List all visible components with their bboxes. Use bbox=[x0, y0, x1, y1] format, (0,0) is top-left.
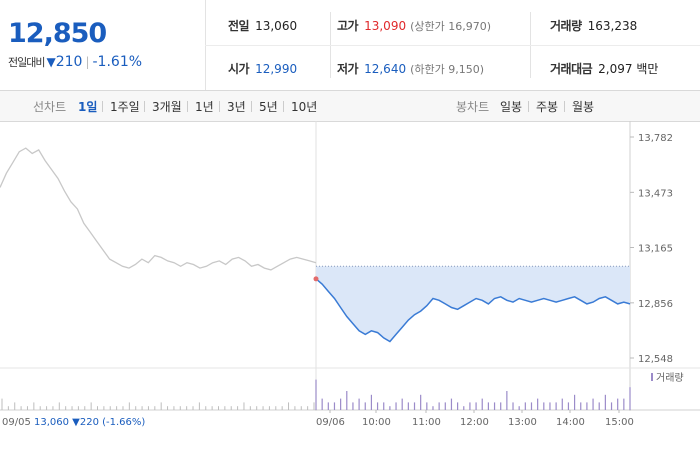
x-tick-label: 14:00 bbox=[556, 417, 585, 428]
stat-label: 거래대금 bbox=[550, 62, 593, 76]
x-tick-label: 13:00 bbox=[508, 417, 537, 428]
chart-toolbar: 선차트 1일 1주일 3개월 1년 3년 5년 10년 봉차트 일봉 주봉 월봉 bbox=[0, 90, 700, 122]
current-price: 12,850 bbox=[8, 18, 107, 49]
below-prev-close-fill bbox=[316, 266, 630, 342]
stat-value: 13,060 bbox=[255, 19, 298, 33]
stat-value: 12,640 bbox=[364, 62, 407, 76]
y-tick-label: 13,782 bbox=[638, 133, 673, 144]
period-3m[interactable]: 3개월 bbox=[152, 100, 182, 114]
change-divider: | bbox=[85, 55, 90, 69]
toolbar-divider bbox=[187, 101, 188, 112]
x-tick-label: 10:00 bbox=[362, 417, 391, 428]
stat-row-divider bbox=[205, 45, 700, 46]
period-3y[interactable]: 3년 bbox=[227, 100, 246, 114]
candle-chart-label: 봉차트 bbox=[456, 100, 490, 114]
period-1w[interactable]: 1주일 bbox=[110, 100, 140, 114]
x-tick-label: 15:00 bbox=[605, 417, 634, 428]
change-label: 전일대비 bbox=[8, 56, 45, 69]
stat-value: 163,238 bbox=[587, 19, 638, 33]
period-10y[interactable]: 10년 bbox=[291, 100, 318, 114]
open-point bbox=[313, 276, 319, 282]
series-line-today bbox=[315, 278, 631, 343]
stat-high: 고가 13,090 (상한가 16,970) bbox=[337, 17, 491, 34]
candle-daily[interactable]: 일봉 bbox=[500, 100, 523, 114]
line-chart-label: 선차트 bbox=[33, 100, 67, 114]
series-line-prev-day bbox=[0, 147, 317, 271]
stat-sub: (상한가 16,970) bbox=[410, 20, 492, 33]
volume-legend-swatch bbox=[651, 373, 653, 381]
toolbar-divider bbox=[564, 101, 565, 112]
stat-label: 시가 bbox=[228, 62, 250, 76]
period-5y[interactable]: 5년 bbox=[259, 100, 278, 114]
stat-open: 시가 12,990 bbox=[228, 60, 297, 77]
stat-volume: 거래량 163,238 bbox=[550, 17, 637, 34]
y-tick-label: 12,856 bbox=[638, 299, 673, 310]
toolbar-divider bbox=[144, 101, 145, 112]
y-tick-label: 12,548 bbox=[638, 354, 673, 365]
change-amount: 210 bbox=[55, 54, 83, 70]
stat-value: 13,090 bbox=[364, 19, 407, 33]
stat-sub: (하한가 9,150) bbox=[410, 63, 485, 76]
stat-label: 전일 bbox=[228, 19, 250, 33]
toolbar-divider bbox=[283, 101, 284, 112]
toolbar-divider bbox=[528, 101, 529, 112]
prev-day-date-label: 09/05 bbox=[2, 417, 31, 428]
quote-header: 12,850 전일대비 ▼210 | -1.61% 전일 13,060 고가 13,090… bbox=[0, 0, 700, 90]
stat-label: 저가 bbox=[337, 62, 359, 76]
change-row: 전일대비 ▼210 | -1.61% bbox=[8, 54, 142, 70]
stat-trade-value: 거래대금 2,097 백만 bbox=[550, 60, 658, 77]
prev-day-summary: 13,060 ▼220 (-1.66%) bbox=[34, 417, 145, 428]
stat-value: 2,097 백만 bbox=[598, 62, 659, 76]
period-1y[interactable]: 1년 bbox=[195, 100, 214, 114]
y-tick-label: 13,165 bbox=[638, 244, 673, 255]
candle-monthly[interactable]: 월봉 bbox=[572, 100, 595, 114]
volume-legend-label: 거래량 bbox=[656, 372, 684, 384]
stat-low: 저가 12,640 (하한가 9,150) bbox=[337, 60, 484, 77]
candle-weekly[interactable]: 주봉 bbox=[536, 100, 559, 114]
toolbar-divider bbox=[219, 101, 220, 112]
change-percent: -1.61% bbox=[92, 54, 143, 70]
price-box: 12,850 전일대비 ▼210 | -1.61% bbox=[0, 0, 205, 90]
down-triangle-icon: ▼ bbox=[46, 55, 56, 69]
toolbar-divider bbox=[102, 101, 103, 112]
x-tick-label: 11:00 bbox=[412, 417, 441, 428]
x-tick-label: 09/06 bbox=[316, 417, 345, 428]
y-tick-label: 13,473 bbox=[638, 188, 673, 199]
stat-label: 고가 bbox=[337, 19, 359, 33]
stat-value: 12,990 bbox=[255, 62, 298, 76]
toolbar-divider bbox=[251, 101, 252, 112]
stat-prev-close: 전일 13,060 bbox=[228, 17, 297, 34]
x-tick-label: 12:00 bbox=[460, 417, 489, 428]
stat-label: 거래량 bbox=[550, 19, 582, 33]
period-1d[interactable]: 1일 bbox=[78, 100, 98, 114]
